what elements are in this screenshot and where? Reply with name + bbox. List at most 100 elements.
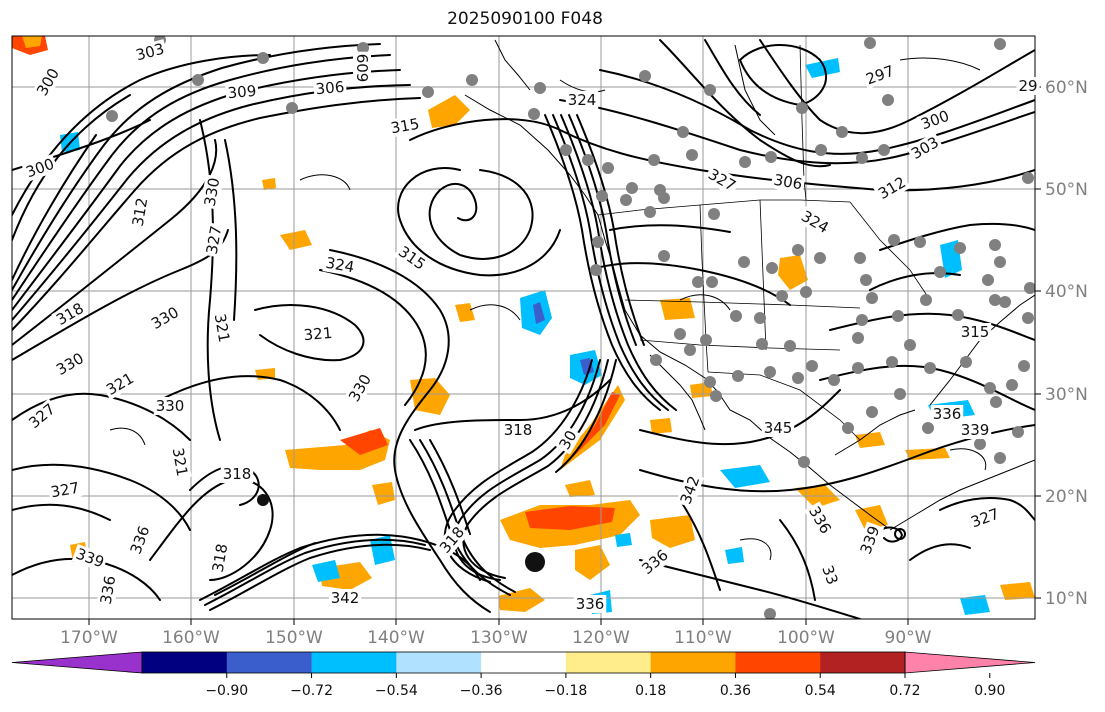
contour-label-bg — [554, 425, 582, 455]
lat-label: 60°N — [1045, 78, 1088, 98]
station-dot — [764, 366, 776, 378]
fill-patch — [615, 533, 632, 547]
station-dot — [654, 184, 666, 196]
fill-patch — [372, 482, 395, 505]
thin-contour — [559, 79, 606, 93]
contour-label: 33 — [817, 561, 843, 589]
thin-contours — [109, 57, 987, 561]
contour-label-text: 318 — [209, 542, 232, 573]
coastline — [834, 409, 916, 456]
station-dot — [989, 239, 1001, 251]
fill-patch — [650, 418, 672, 434]
station-dot — [974, 438, 986, 450]
station-dot — [798, 456, 810, 468]
contour-label-text: 339 — [961, 421, 990, 439]
contour-label-bg — [761, 419, 795, 437]
contour-label-bg — [131, 39, 169, 65]
contour-label: 330 — [153, 397, 187, 415]
colorbar-label: 0.36 — [720, 683, 751, 699]
markers — [257, 494, 906, 572]
contour-label-bg — [208, 540, 232, 576]
colorbar-segment — [820, 652, 906, 673]
map-frame — [11, 35, 1036, 620]
contour-label: 342 — [328, 589, 362, 607]
contour-line — [414, 379, 611, 431]
contour-label-text: 318 — [504, 421, 533, 439]
contour-label: 318 — [501, 421, 535, 439]
contour-label-text: 321 — [169, 446, 192, 477]
contour-label-text: 342 — [331, 589, 360, 607]
contour-line — [12, 69, 401, 311]
fill-patch — [855, 505, 888, 530]
colorbar-segment — [481, 652, 567, 673]
contour-label-bg — [770, 170, 806, 194]
contour-label-text: 29 — [1018, 77, 1037, 95]
station-dot — [878, 144, 890, 156]
station-dot — [738, 256, 750, 268]
colorbar-label: 0.72 — [889, 683, 920, 699]
station-dot — [776, 290, 788, 302]
fill-patch — [428, 95, 470, 128]
fill-patch — [778, 255, 808, 290]
contour-line — [559, 99, 1035, 165]
lon-label: 100°W — [777, 628, 835, 648]
contour-label-text: 345 — [764, 419, 793, 437]
contour-line — [879, 526, 904, 543]
colorbar-extend-min — [11, 651, 143, 674]
fill-patch — [280, 230, 312, 250]
contour-label-text: 327 — [49, 479, 80, 502]
contour-label-text: 324 — [324, 254, 355, 277]
station-dot — [792, 372, 804, 384]
shading-layer — [12, 36, 1035, 615]
contour-line — [12, 43, 381, 291]
station-dot — [590, 264, 602, 276]
contour-label-bg — [125, 521, 155, 559]
station-dot — [422, 86, 434, 98]
station-dot — [800, 286, 812, 298]
fill-patch — [525, 506, 615, 530]
station-dot — [994, 256, 1006, 268]
colorbar-segment — [311, 652, 397, 673]
contour-label-text: 321 — [211, 312, 234, 343]
contour-label-text: 321 — [303, 324, 333, 344]
contour-line — [555, 359, 617, 473]
border-line — [759, 199, 767, 351]
storm-marker — [257, 494, 269, 506]
station-dot — [982, 274, 994, 286]
contour-line — [204, 538, 426, 606]
graticule — [12, 36, 1035, 619]
lat-label: 30°N — [1045, 385, 1088, 405]
station-dot — [764, 608, 776, 619]
thin-contour — [899, 57, 981, 71]
contour-line — [12, 392, 191, 441]
contour-label-bg — [200, 174, 224, 210]
coastline — [649, 354, 706, 431]
thin-contour — [469, 304, 521, 321]
station-dot — [852, 332, 864, 344]
fill-patch — [720, 465, 770, 488]
station-dot — [560, 144, 572, 156]
contour-line — [149, 478, 274, 581]
station-dot — [999, 296, 1011, 308]
contour-line — [329, 249, 491, 613]
station-dot — [1022, 312, 1034, 324]
colorbar-label: −0.18 — [544, 683, 587, 699]
station-dot — [596, 190, 608, 202]
contour-label-bg — [96, 572, 120, 608]
fill-patch — [533, 302, 545, 324]
contour-line — [939, 497, 1035, 521]
station-dot — [892, 310, 904, 322]
contour-label: 321 — [168, 444, 192, 480]
station-dot — [756, 338, 768, 350]
station-dots — [106, 36, 1035, 619]
contour-label-text: 33 — [818, 563, 841, 587]
station-dot — [674, 328, 686, 340]
contour-line — [659, 39, 831, 168]
lon-label: 90°W — [885, 628, 932, 648]
contour-line — [199, 119, 221, 441]
contour-label: 321 — [210, 310, 234, 346]
contour-line — [639, 389, 841, 446]
border-line — [699, 204, 709, 373]
contour-line — [552, 114, 669, 411]
contour-line — [397, 167, 561, 277]
